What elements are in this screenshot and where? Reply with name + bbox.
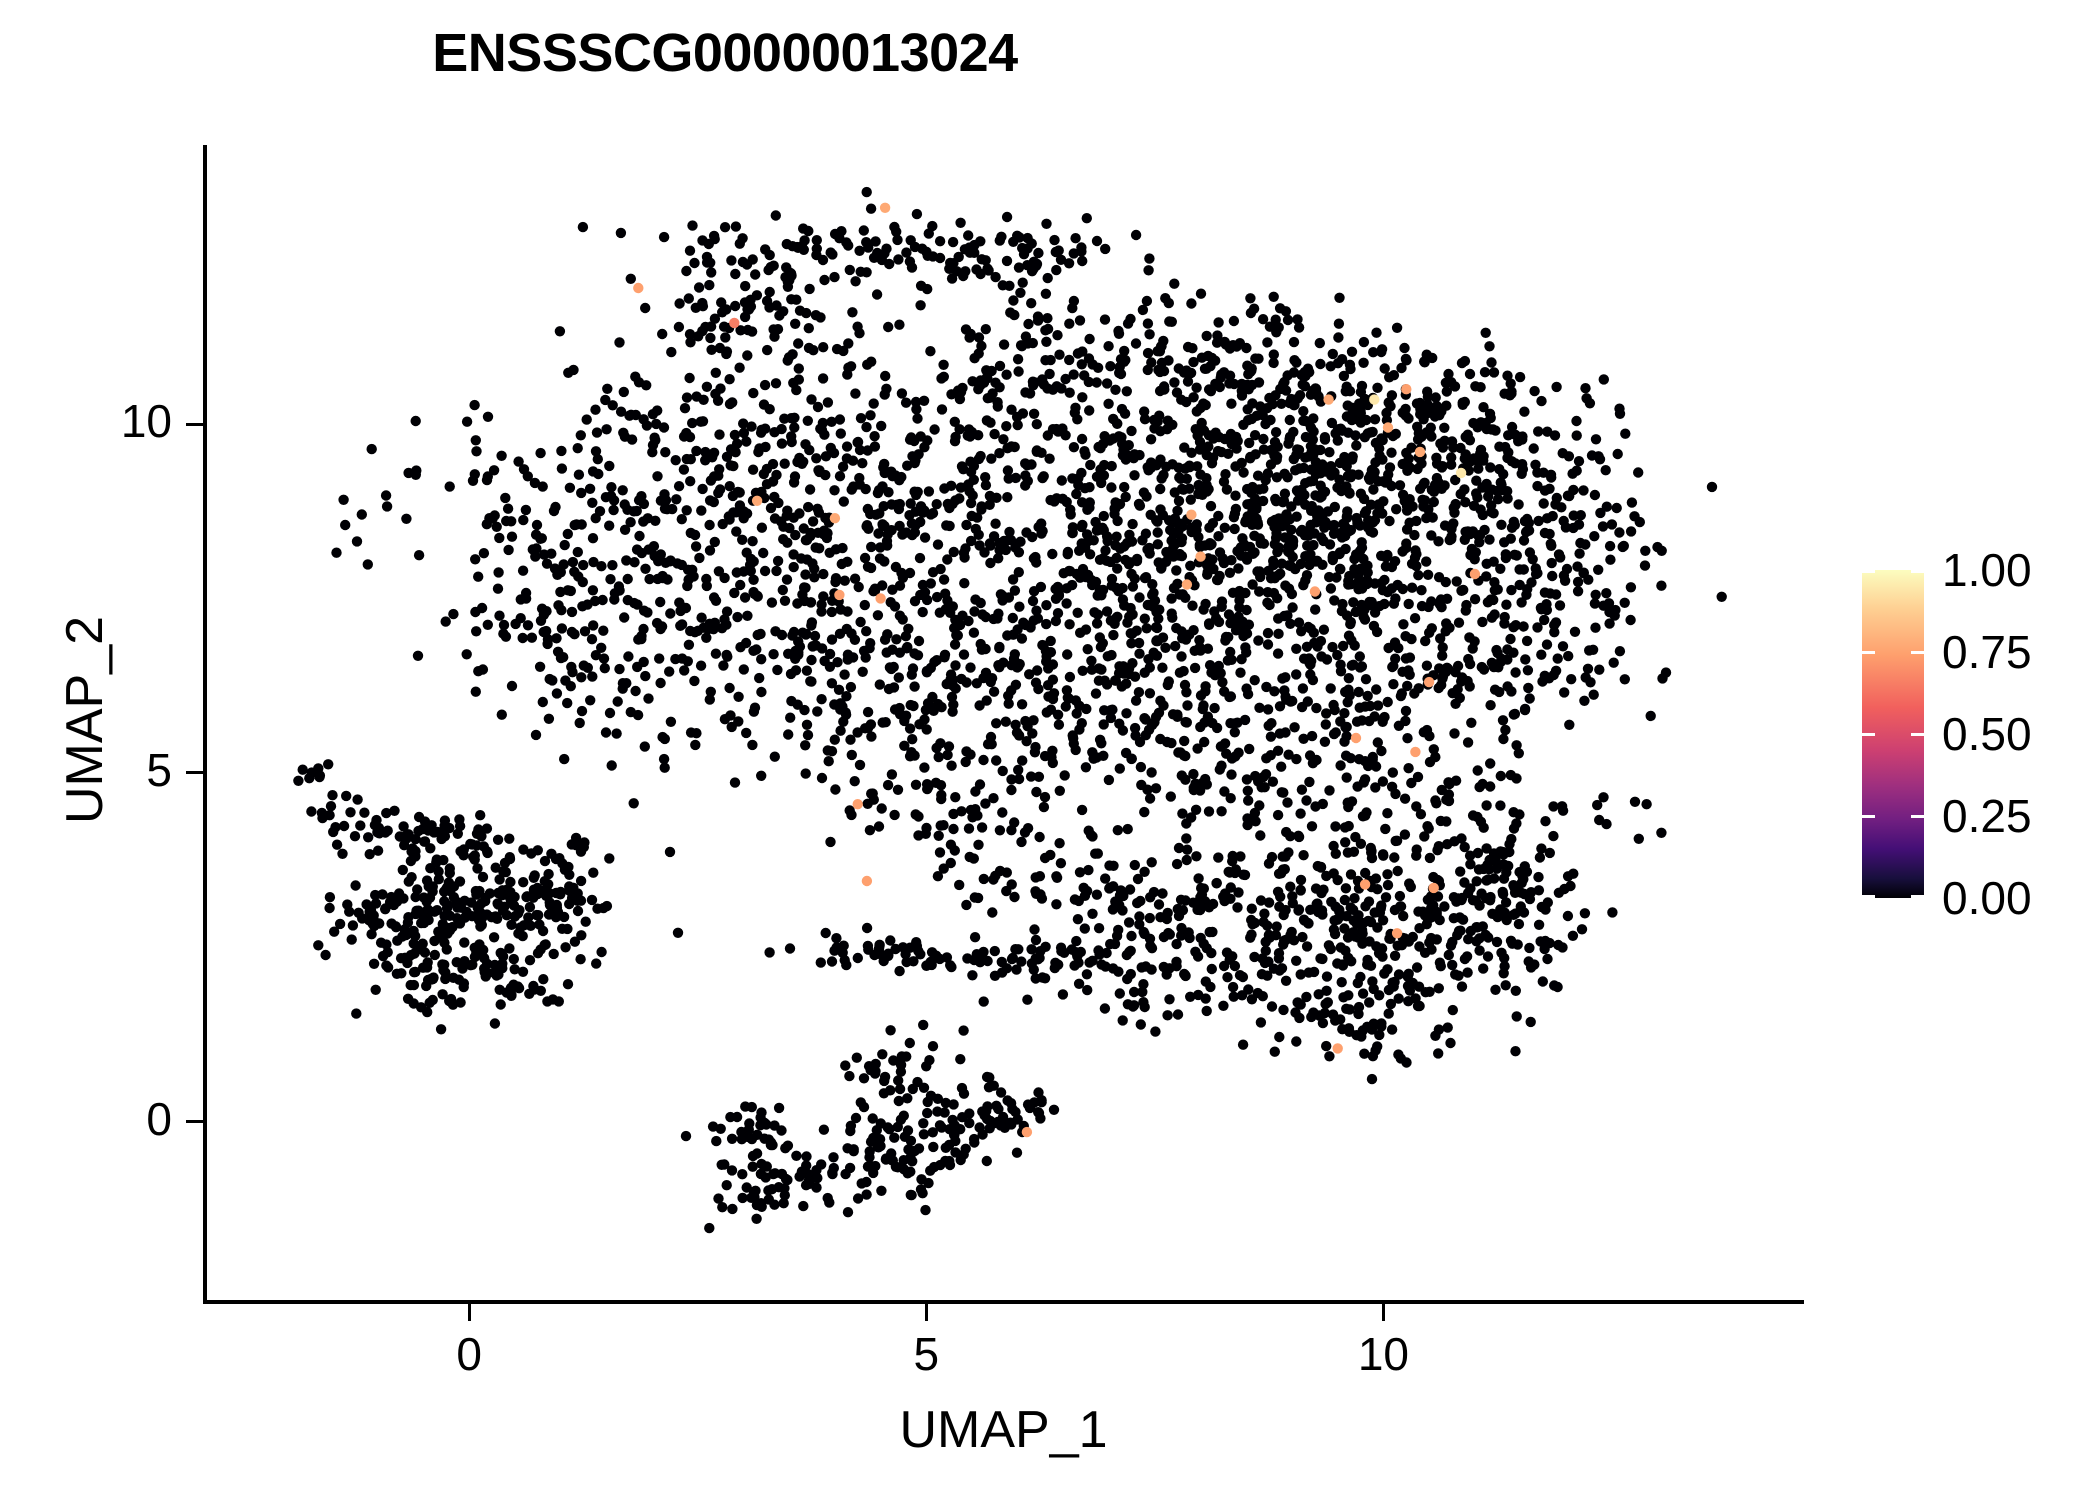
colorbar-tick-mark xyxy=(1911,814,1924,818)
x-tick-mark xyxy=(467,1304,471,1321)
colorbar-tick-mark xyxy=(1862,895,1875,898)
page-title: ENSSSCG00000013024 xyxy=(432,23,1018,83)
colorbar-tick-mark xyxy=(1862,650,1875,654)
y-tick-mark xyxy=(186,422,203,426)
x-axis-line xyxy=(203,1300,1804,1304)
x-axis-title: UMAP_1 xyxy=(899,1401,1108,1459)
colorbar-tick-mark xyxy=(1862,732,1875,736)
scatter-plot-panel xyxy=(204,145,1804,1303)
x-tick-mark xyxy=(1381,1304,1385,1321)
y-tick-label: 0 xyxy=(146,1092,172,1145)
x-tick-mark xyxy=(924,1304,928,1321)
colorbar-tick-label: 0.75 xyxy=(1942,626,2032,678)
colorbar-tick-label: 0.50 xyxy=(1942,708,2032,760)
y-tick-label: 5 xyxy=(146,743,172,796)
y-tick-label: 10 xyxy=(120,395,172,448)
x-tick-label: 0 xyxy=(456,1328,482,1380)
colorbar-tick-label: 1.00 xyxy=(1942,544,2032,596)
scatter-points-layer xyxy=(293,186,1727,1234)
colorbar-legend: 1.00 0.75 0.50 0.25 0.00 xyxy=(1862,544,2092,924)
colorbar-tick-mark xyxy=(1911,570,1924,573)
y-axis-title: UMAP_2 xyxy=(56,615,114,825)
x-tick-label: 10 xyxy=(1357,1328,1409,1380)
y-axis-line xyxy=(203,145,207,1303)
colorbar-tick-mark xyxy=(1862,570,1875,573)
colorbar-tick-label: 0.00 xyxy=(1942,872,2032,924)
colorbar-tick-mark xyxy=(1862,814,1875,818)
colorbar-tick-label: 0.25 xyxy=(1942,790,2032,842)
y-tick-mark xyxy=(186,1120,203,1124)
y-tick-mark xyxy=(186,771,203,775)
colorbar-tick-mark xyxy=(1911,732,1924,736)
colorbar-tick-mark xyxy=(1911,895,1924,898)
x-tick-label: 5 xyxy=(913,1328,940,1380)
colorbar-tick-mark xyxy=(1911,650,1924,654)
